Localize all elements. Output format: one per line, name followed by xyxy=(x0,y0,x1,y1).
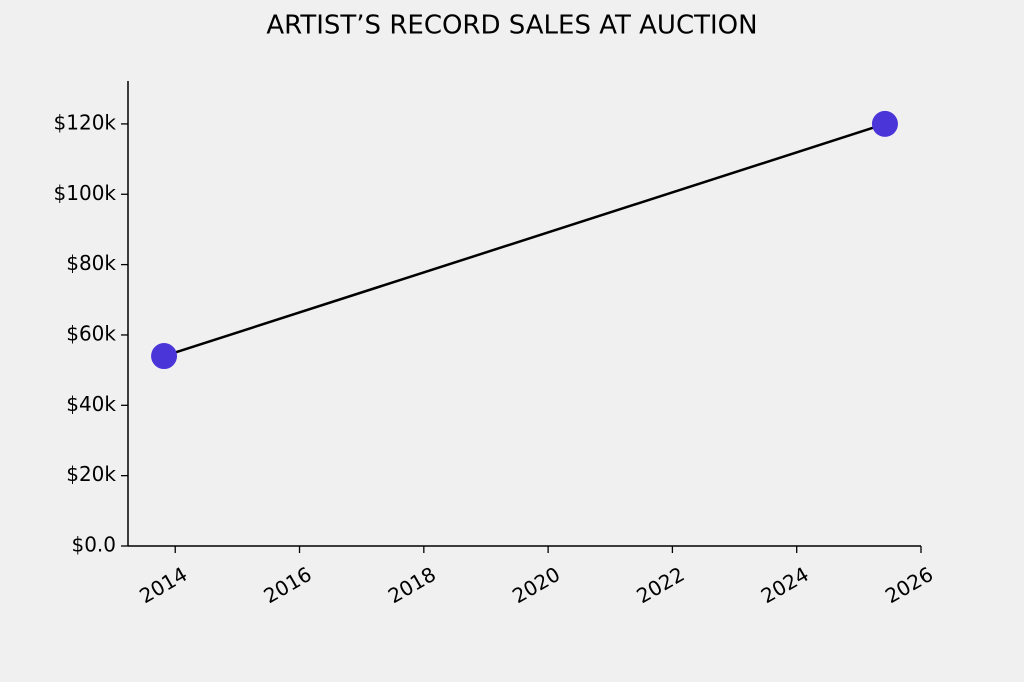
y-tick-label: $0.0 xyxy=(71,533,116,557)
y-tick-label: $20k xyxy=(66,462,116,486)
marker xyxy=(151,343,178,370)
chart-title: ARTIST’S RECORD SALES AT AUCTION xyxy=(266,11,757,41)
y-tick-label: $100k xyxy=(54,181,117,205)
y-tick-label: $40k xyxy=(66,392,116,416)
y-tick-label: $120k xyxy=(54,110,117,134)
y-tick-label: $60k xyxy=(66,321,116,345)
y-tick-label: $80k xyxy=(66,251,116,275)
line xyxy=(163,122,886,358)
marker xyxy=(871,110,898,137)
